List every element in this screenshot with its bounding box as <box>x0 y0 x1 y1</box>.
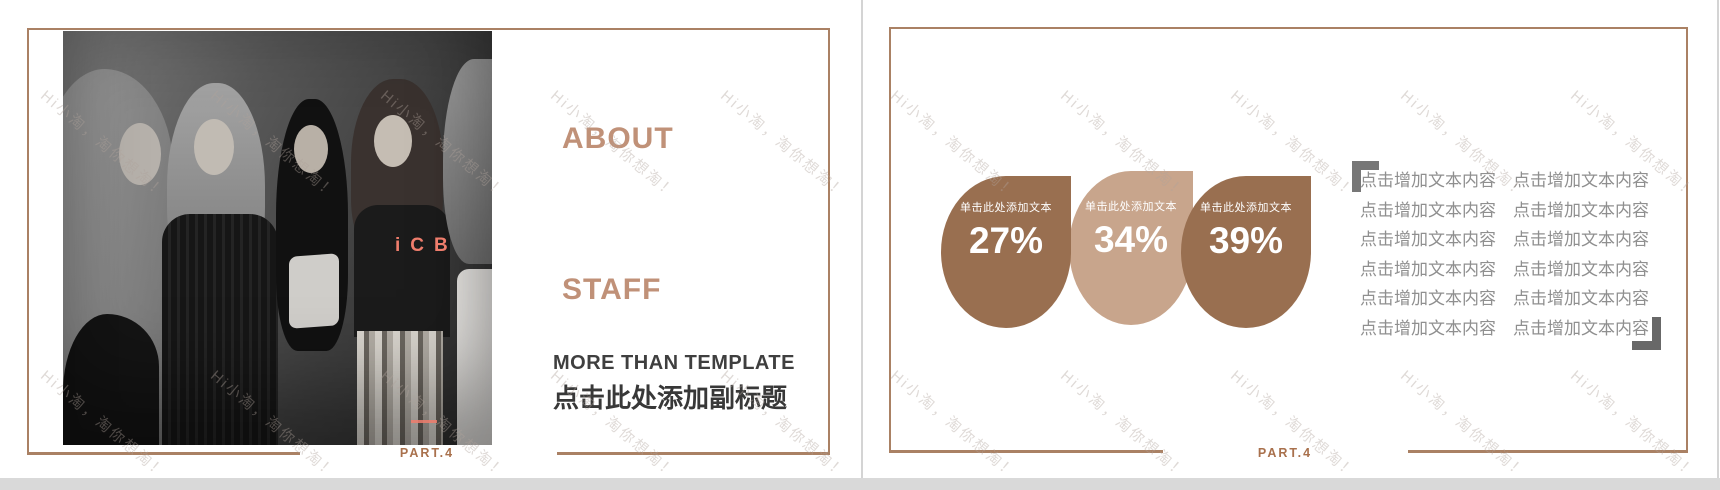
model-4-face <box>374 115 412 167</box>
text-placeholder[interactable]: 点击增加文本内容 <box>1513 318 1649 338</box>
text-row: 点击增加文本内容 点击增加文本内容 <box>1360 166 1649 196</box>
slide-2-bottom-line-left <box>889 450 1163 453</box>
model-2-face <box>194 119 234 175</box>
blob-percent-value: 27% <box>968 220 1044 261</box>
model-2-dress <box>162 214 278 445</box>
text-placeholder[interactable]: 点击增加文本内容 <box>1513 171 1649 190</box>
text-placeholder[interactable]: 点击增加文本内容 <box>1360 259 1496 279</box>
text-placeholder[interactable]: 点击增加文本内容 <box>1513 289 1649 308</box>
model-5-dress <box>457 269 492 445</box>
text-row: 点击增加文本内容 点击增加文本内容 <box>1360 225 1649 255</box>
text-row: 点击增加文本内容 点击增加文本内容 <box>1360 284 1649 314</box>
part-number-label[interactable]: PART.4 <box>1257 446 1313 460</box>
corner-bracket-bottom-right <box>1632 317 1661 350</box>
stat-blob-27[interactable]: 单击此处添加文本 27% <box>941 176 1071 328</box>
slide-2-preview: 单击此处添加文本 27% 单击此处添加文本 34% 单击此处添加文本 39% 点… <box>863 0 1717 478</box>
stat-blob-39[interactable]: 单击此处添加文本 39% <box>1181 176 1311 328</box>
model-4-top <box>354 205 450 337</box>
text-placeholder[interactable]: 点击增加文本内容 <box>1360 289 1496 308</box>
page-edge-line <box>1717 0 1719 478</box>
text-row: 点击增加文本内容 点击增加文本内容 <box>1360 196 1649 226</box>
subtitle-english[interactable]: MORE THAN TEMPLATE <box>553 352 795 374</box>
bottom-gray-bar <box>0 478 1720 490</box>
text-placeholder[interactable]: 点击增加文本内容 <box>1513 259 1649 279</box>
stat-blob-34[interactable]: 单击此处添加文本 34% <box>1069 171 1193 325</box>
model-5-hair <box>443 59 492 264</box>
corner-bracket-top-left <box>1352 161 1379 192</box>
text-row: 点击增加文本内容 点击增加文本内容 <box>1360 314 1649 344</box>
slide-2-border-frame <box>889 27 1688 451</box>
text-placeholder[interactable]: 点击增加文本内容 <box>1513 230 1649 249</box>
blob-percent-value: 39% <box>1208 220 1284 261</box>
text-row: 点击增加文本内容 点击增加文本内容 <box>1360 255 1649 285</box>
model-3-face <box>294 125 328 173</box>
blob-percent-value: 34% <box>1093 219 1169 260</box>
model-1-dress <box>63 314 159 445</box>
text-placeholder[interactable]: 点击增加文本内容 <box>1360 318 1496 338</box>
slide-1-bottom-line-left <box>27 452 300 455</box>
text-placeholder[interactable]: 点击增加文本内容 <box>1360 200 1496 220</box>
model-1-face <box>119 123 161 185</box>
slide-2-bottom-line-right <box>1408 450 1688 453</box>
text-placeholder-block[interactable]: 点击增加文本内容 点击增加文本内容 点击增加文本内容 点击增加文本内容 点击增加… <box>1360 166 1649 343</box>
text-placeholder[interactable]: 点击增加文本内容 <box>1360 230 1496 249</box>
models-photo[interactable]: iCB <box>63 31 492 445</box>
brand-logo-text: iCB <box>395 235 458 256</box>
blob-placeholder-label[interactable]: 单击此处添加文本 <box>960 202 1052 214</box>
slide-1-bottom-line-right <box>557 452 830 455</box>
photo-fineprint-mark <box>411 420 437 423</box>
title-staff[interactable]: STAFF <box>562 273 662 306</box>
subtitle-placeholder[interactable]: 点击此处添加副标题 <box>553 383 788 413</box>
slide-divider-line <box>861 0 863 478</box>
title-about[interactable]: ABOUT <box>562 122 674 155</box>
slide-1-preview: iCB ABOUT STAFF MORE THAN TEMPLATE 点击此处添… <box>0 0 861 478</box>
text-placeholder[interactable]: 点击增加文本内容 <box>1513 200 1649 220</box>
blob-placeholder-label[interactable]: 单击此处添加文本 <box>1200 202 1292 214</box>
part-number-label[interactable]: PART.4 <box>399 446 455 460</box>
slide-1-border-frame <box>27 28 830 452</box>
model-4-skirt <box>357 331 443 445</box>
text-placeholder[interactable]: 点击增加文本内容 <box>1360 171 1496 190</box>
subtitle-block[interactable]: MORE THAN TEMPLATE 点击此处添加副标题 <box>553 352 795 415</box>
blob-placeholder-label[interactable]: 单击此处添加文本 <box>1085 201 1177 213</box>
